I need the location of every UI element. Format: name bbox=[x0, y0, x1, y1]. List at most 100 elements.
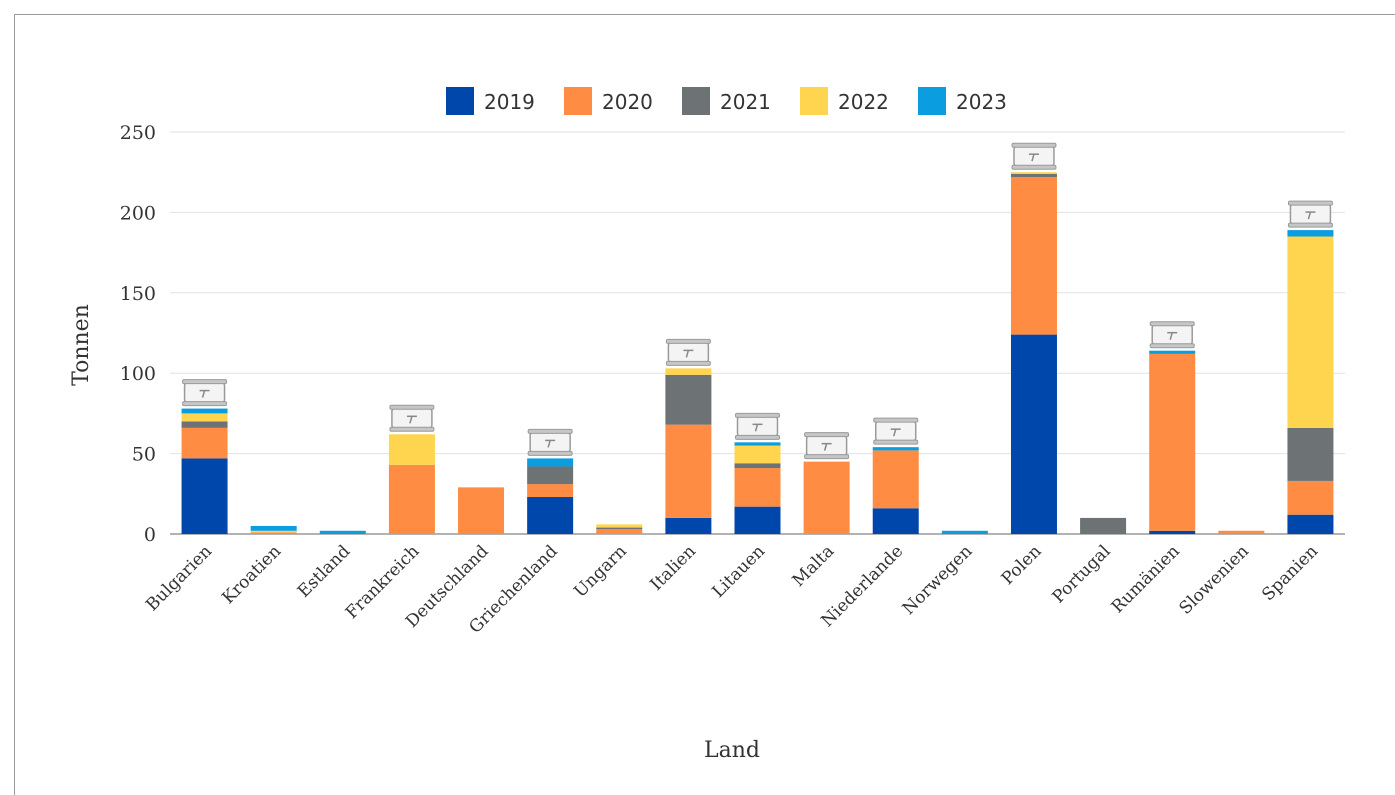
bar-kroatien-2022 bbox=[250, 530, 297, 533]
legend-item-2019: 2019 bbox=[446, 87, 535, 115]
bar-italien-2021 bbox=[665, 374, 712, 425]
bar-bulgarien-2019 bbox=[181, 458, 228, 534]
y-tick-label-250: 250 bbox=[120, 122, 156, 144]
bar-rumanien-2019 bbox=[1149, 530, 1196, 534]
container-icon-italien bbox=[665, 338, 711, 366]
x-tick-label-estland: Estland bbox=[294, 541, 354, 601]
bar-griechenland-2019 bbox=[527, 497, 574, 534]
bars bbox=[181, 172, 1334, 534]
bar-spanien-2019 bbox=[1287, 514, 1334, 534]
bar-niederlande-2023 bbox=[872, 447, 919, 451]
bar-deutschland-2020 bbox=[458, 487, 505, 534]
x-tick-label-malta: Malta bbox=[789, 541, 838, 590]
bar-estland-2023 bbox=[319, 530, 366, 534]
x-tick-label-polen: Polen bbox=[998, 541, 1046, 589]
bar-ungarn-2021 bbox=[596, 527, 643, 530]
bar-spanien-2021 bbox=[1287, 427, 1334, 481]
y-axis-title: Tonnen bbox=[69, 304, 94, 386]
bar-griechenland-2020 bbox=[527, 484, 574, 498]
bar-polen-2022 bbox=[1010, 172, 1057, 174]
bar-malta-2020 bbox=[803, 461, 850, 534]
bar-frankreich-2020 bbox=[388, 464, 435, 534]
y-axis-ticks: 0 50 100 150 200 250 bbox=[120, 122, 156, 546]
legend-swatch-2022 bbox=[800, 87, 828, 115]
chart-frame bbox=[14, 14, 1395, 795]
bar-litauen-2019 bbox=[734, 506, 781, 534]
container-icon-griechenland bbox=[527, 428, 573, 456]
bar-rumanien-2020 bbox=[1149, 353, 1196, 531]
bar-litauen-2021 bbox=[734, 463, 781, 469]
legend-item-2021: 2021 bbox=[682, 87, 771, 115]
bar-italien-2020 bbox=[665, 424, 712, 518]
bar-italien-2019 bbox=[665, 517, 712, 534]
x-tick-label-bulgarien: Bulgarien bbox=[142, 541, 216, 615]
x-axis-title: Land bbox=[704, 738, 760, 763]
x-tick-label-italien: Italien bbox=[646, 541, 699, 594]
x-tick-label-ungarn: Ungarn bbox=[570, 541, 630, 601]
bar-litauen-2020 bbox=[734, 468, 781, 507]
bar-niederlande-2019 bbox=[872, 508, 919, 534]
bar-frankreich-2022 bbox=[388, 434, 435, 465]
y-tick-label-50: 50 bbox=[132, 444, 156, 466]
legend-label-2019: 2019 bbox=[484, 90, 535, 114]
bar-italien-2022 bbox=[665, 368, 712, 375]
legend-label-2021: 2021 bbox=[720, 90, 771, 114]
bar-slowenien-2020 bbox=[1218, 530, 1265, 534]
bar-spanien-2022 bbox=[1287, 236, 1334, 428]
legend-swatch-2019 bbox=[446, 87, 474, 115]
bar-norwegen-2023 bbox=[941, 530, 988, 534]
y-tick-label-150: 150 bbox=[120, 283, 156, 305]
legend-item-2023: 2023 bbox=[918, 87, 1007, 115]
bar-litauen-2023 bbox=[734, 442, 781, 446]
y-tick-label-200: 200 bbox=[120, 202, 156, 224]
container-icon-litauen bbox=[735, 412, 780, 440]
container-icon-malta bbox=[804, 432, 850, 460]
container-icon-spanien bbox=[1287, 200, 1333, 228]
x-tick-label-norwegen: Norwegen bbox=[899, 541, 977, 619]
x-tick-label-litauen: Litauen bbox=[708, 541, 769, 602]
x-axis-ticks: Bulgarien Kroatien EstlandFrankreichDeutsc… bbox=[142, 541, 1322, 637]
bar-bulgarien-2021 bbox=[181, 421, 228, 428]
bar-spanien-2020 bbox=[1287, 480, 1334, 515]
x-tick-label-kroatien: Kroatien bbox=[218, 541, 285, 608]
legend-item-2020: 2020 bbox=[564, 87, 653, 115]
bar-bulgarien-2023 bbox=[181, 408, 228, 414]
bar-polen-2020 bbox=[1010, 177, 1057, 335]
bar-kroatien-2023 bbox=[250, 525, 297, 531]
container-icon-polen bbox=[1011, 142, 1057, 170]
annotation-icons bbox=[182, 142, 1333, 460]
legend-label-2020: 2020 bbox=[602, 90, 653, 114]
legend: 2019 2020 2021 2022 2023 bbox=[446, 87, 1007, 115]
bar-griechenland-2023 bbox=[527, 458, 574, 467]
legend-swatch-2023 bbox=[918, 87, 946, 115]
y-tick-label-0: 0 bbox=[144, 524, 156, 546]
x-tick-label-portugal: Portugal bbox=[1049, 541, 1115, 607]
container-icon-niederlande bbox=[873, 417, 919, 445]
bar-spanien-2023 bbox=[1287, 230, 1334, 237]
bar-polen-2021 bbox=[1010, 173, 1057, 178]
y-tick-label-100: 100 bbox=[120, 363, 156, 385]
bar-litauen-2022 bbox=[734, 445, 781, 464]
bar-portugal-2021 bbox=[1080, 517, 1127, 534]
container-icon-frankreich bbox=[389, 404, 435, 432]
bar-niederlande-2020 bbox=[872, 450, 919, 509]
legend-label-2022: 2022 bbox=[838, 90, 889, 114]
container-icon-bulgarien bbox=[182, 379, 228, 407]
bar-ungarn-2022 bbox=[596, 524, 643, 528]
legend-swatch-2021 bbox=[682, 87, 710, 115]
bar-rumanien-2023 bbox=[1149, 350, 1196, 354]
legend-item-2022: 2022 bbox=[800, 87, 889, 115]
bar-bulgarien-2020 bbox=[181, 427, 228, 459]
bar-griechenland-2021 bbox=[527, 466, 574, 485]
bar-ungarn-2020 bbox=[596, 529, 643, 534]
x-tick-label-rumanien: Rumänien bbox=[1108, 541, 1184, 617]
bar-polen-2019 bbox=[1010, 334, 1057, 534]
x-tick-label-spanien: Spanien bbox=[1258, 541, 1322, 605]
bar-kroatien-2020 bbox=[250, 532, 297, 534]
x-tick-label-slowenien: Slowenien bbox=[1176, 541, 1253, 618]
legend-label-2023: 2023 bbox=[956, 90, 1007, 114]
bar-bulgarien-2022 bbox=[181, 413, 228, 422]
container-icon-rumanien bbox=[1149, 321, 1195, 349]
legend-swatch-2020 bbox=[564, 87, 592, 115]
